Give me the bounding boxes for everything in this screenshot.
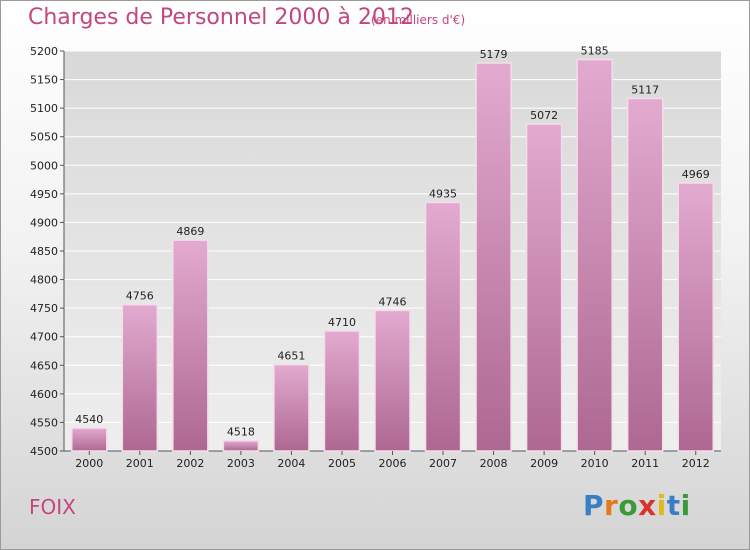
y-tick-label: 4600 xyxy=(30,388,58,401)
bar xyxy=(475,62,512,452)
bar xyxy=(222,439,260,452)
x-tick-label: 2001 xyxy=(126,457,154,470)
brand-letter: o xyxy=(618,489,639,522)
bar xyxy=(121,303,159,452)
bar xyxy=(525,123,563,452)
data-label: 4518 xyxy=(227,426,255,439)
y-tick-label: 4900 xyxy=(30,216,58,229)
brand-letter: x xyxy=(638,489,657,522)
y-tick-label: 4550 xyxy=(30,416,58,429)
brand-letter: P xyxy=(583,489,605,522)
data-label: 4710 xyxy=(328,316,356,329)
data-label: 5185 xyxy=(581,45,609,58)
y-tick-label: 5050 xyxy=(30,131,58,144)
bar xyxy=(273,363,310,452)
x-tick-label: 2005 xyxy=(328,457,356,470)
y-tick-label: 5000 xyxy=(30,159,58,172)
unit-note: (en milliers d'€) xyxy=(371,13,466,27)
y-tick-label: 4700 xyxy=(30,331,58,344)
y-tick-label: 5150 xyxy=(30,74,58,87)
bar xyxy=(172,239,209,452)
bar xyxy=(626,97,664,452)
bar xyxy=(323,330,361,452)
y-tick-label: 5100 xyxy=(30,102,58,115)
x-tick-label: 2011 xyxy=(631,457,659,470)
bar xyxy=(71,427,108,452)
chart-title: Charges de Personnel 2000 à 2012 xyxy=(28,5,414,30)
x-tick-label: 2006 xyxy=(379,457,407,470)
data-label: 4969 xyxy=(682,168,710,181)
y-tick-label: 4500 xyxy=(30,445,58,458)
brand-letter: t xyxy=(666,489,681,522)
y-tick-label: 4650 xyxy=(30,359,58,372)
x-tick-label: 2003 xyxy=(227,457,255,470)
brand-logo: Proxiti xyxy=(583,489,691,522)
x-tick-label: 2012 xyxy=(682,457,710,470)
x-tick-label: 2010 xyxy=(581,457,609,470)
data-label: 5117 xyxy=(631,83,659,96)
data-label: 4869 xyxy=(176,225,204,238)
x-tick-label: 2002 xyxy=(176,457,204,470)
data-label: 5179 xyxy=(480,48,508,61)
brand-letter: r xyxy=(604,489,619,522)
x-tick-label: 2007 xyxy=(429,457,457,470)
data-label: 4756 xyxy=(126,290,154,303)
commune-name: FOIX xyxy=(29,495,76,519)
bar xyxy=(576,58,613,452)
y-tick-label: 4950 xyxy=(30,188,58,201)
data-label: 4540 xyxy=(75,413,103,426)
x-tick-label: 2000 xyxy=(75,457,103,470)
bar xyxy=(374,309,411,452)
brand-letter: i xyxy=(680,489,691,522)
x-tick-label: 2008 xyxy=(480,457,508,470)
y-tick-label: 5200 xyxy=(30,45,58,58)
y-tick-label: 4850 xyxy=(30,245,58,258)
data-label: 4935 xyxy=(429,187,457,200)
x-tick-label: 2004 xyxy=(277,457,305,470)
data-label: 5072 xyxy=(530,109,558,122)
x-tick-label: 2009 xyxy=(530,457,558,470)
bar xyxy=(424,201,462,452)
brand-letter: i xyxy=(656,489,667,522)
bar xyxy=(677,182,714,452)
y-tick-label: 4750 xyxy=(30,302,58,315)
data-label: 4746 xyxy=(379,295,407,308)
data-label: 4651 xyxy=(277,350,305,363)
y-tick-label: 4800 xyxy=(30,274,58,287)
